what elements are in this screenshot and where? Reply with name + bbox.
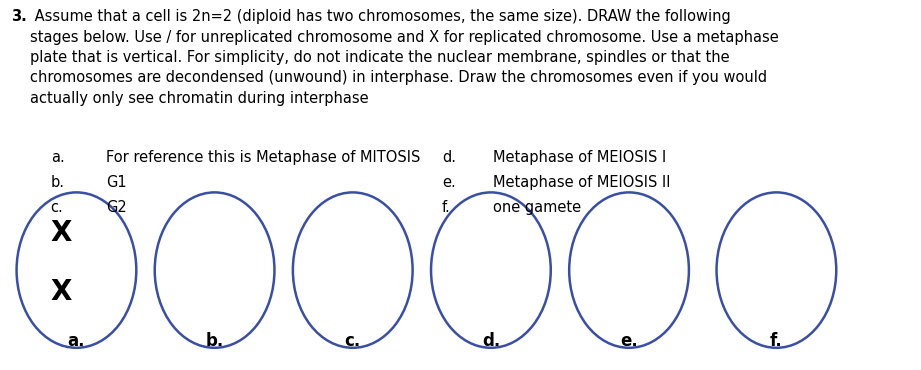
- Text: c.: c.: [51, 200, 64, 215]
- Text: b.: b.: [51, 175, 64, 190]
- Text: b.: b.: [205, 332, 224, 350]
- Text: one gamete: one gamete: [493, 200, 581, 215]
- Text: X: X: [50, 219, 72, 247]
- Text: For reference this is Metaphase of MITOSIS: For reference this is Metaphase of MITOS…: [106, 150, 420, 165]
- Text: a.: a.: [67, 332, 86, 350]
- Text: G2: G2: [106, 200, 127, 215]
- Text: c.: c.: [344, 332, 361, 350]
- Text: 3.: 3.: [11, 9, 27, 24]
- Text: Metaphase of MEIOSIS I: Metaphase of MEIOSIS I: [493, 150, 666, 165]
- Text: d.: d.: [442, 150, 456, 165]
- Text: G1: G1: [106, 175, 126, 190]
- Text: a.: a.: [51, 150, 64, 165]
- Text: e.: e.: [442, 175, 456, 190]
- Text: Assume that a cell is 2n=2 (diploid has two chromosomes, the same size). DRAW th: Assume that a cell is 2n=2 (diploid has …: [30, 9, 779, 106]
- Text: f.: f.: [770, 332, 783, 350]
- Text: Metaphase of MEIOSIS II: Metaphase of MEIOSIS II: [493, 175, 670, 190]
- Text: e.: e.: [620, 332, 638, 350]
- Text: f.: f.: [442, 200, 451, 215]
- Text: X: X: [50, 278, 72, 306]
- Text: d.: d.: [482, 332, 500, 350]
